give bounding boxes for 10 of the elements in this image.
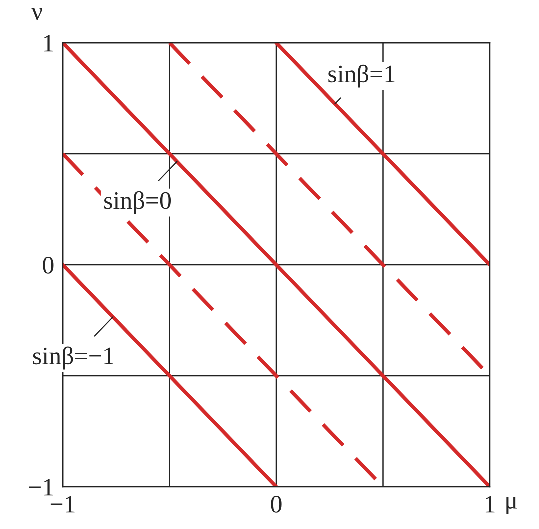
y-tick-label: 0 [43,257,54,274]
series-label: sinβ=1 [328,64,395,88]
y-axis-title: ν [32,8,42,20]
x-axis-title: μ [506,497,518,514]
y-tick-label: −1 [29,479,54,496]
series-label: sinβ=0 [104,191,172,214]
x-tick-label: 0 [271,496,282,513]
y-tick-label: 1 [44,35,54,52]
series-label: sinβ=−1 [33,346,114,370]
x-tick-label: 1 [486,496,495,513]
